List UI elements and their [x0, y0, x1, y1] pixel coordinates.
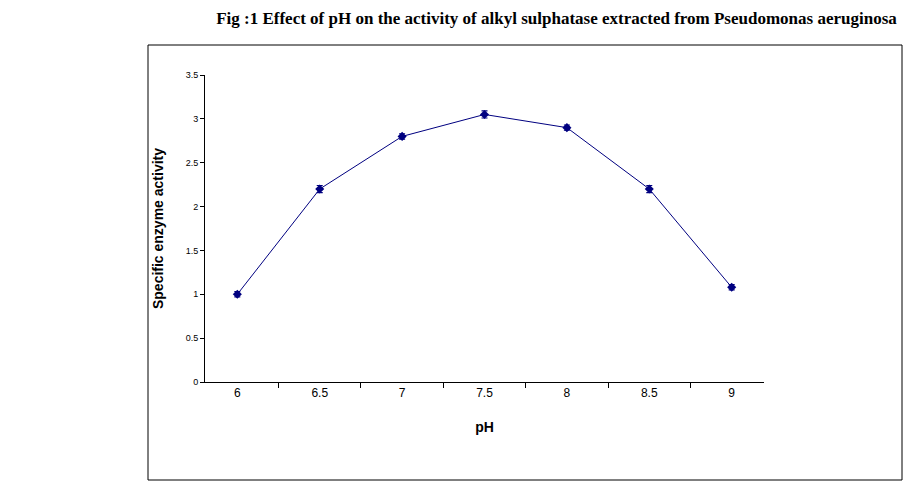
- svg-text:Fig :1 Effect of pH on the act: Fig :1 Effect of pH on the activity of a…: [216, 9, 897, 28]
- svg-text:pH: pH: [475, 419, 494, 435]
- svg-text:1.5: 1.5: [186, 246, 199, 256]
- svg-text:3.5: 3.5: [186, 70, 199, 80]
- svg-text:3: 3: [193, 114, 198, 124]
- svg-text:8.5: 8.5: [641, 386, 658, 400]
- svg-text:0.5: 0.5: [186, 333, 199, 343]
- svg-text:9: 9: [728, 386, 735, 400]
- svg-text:7: 7: [399, 386, 406, 400]
- svg-text:6: 6: [234, 386, 241, 400]
- svg-text:1: 1: [193, 289, 198, 299]
- svg-text:7.5: 7.5: [476, 386, 493, 400]
- svg-text:2: 2: [193, 202, 198, 212]
- svg-text:8: 8: [564, 386, 571, 400]
- svg-text:6.5: 6.5: [311, 386, 328, 400]
- svg-text:0: 0: [193, 377, 198, 387]
- svg-text:2.5: 2.5: [186, 158, 199, 168]
- svg-text:Specific enzyme activity: Specific enzyme activity: [150, 148, 166, 309]
